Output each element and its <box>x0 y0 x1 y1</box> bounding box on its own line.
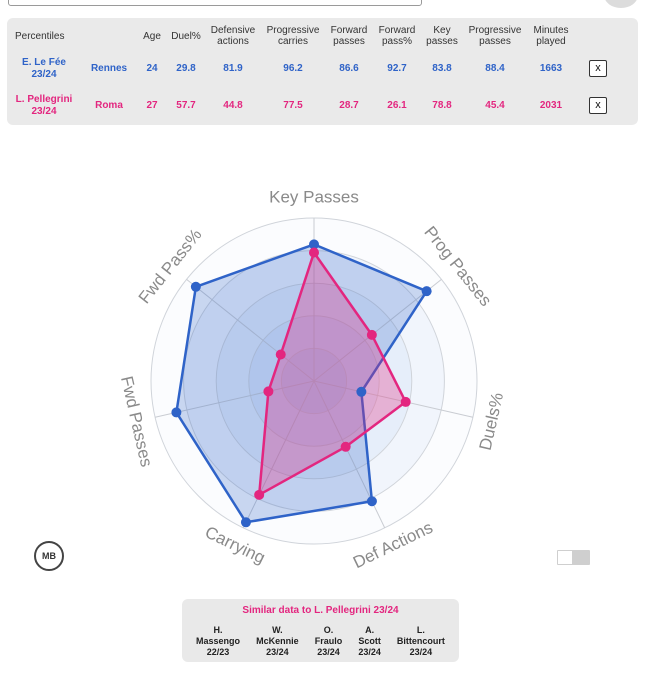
forward-pass-pct-value: 92.7 <box>387 62 407 74</box>
similar-player-season: 23/24 <box>358 647 381 657</box>
forward-passes-value: 28.7 <box>339 99 359 111</box>
data-point <box>356 386 367 397</box>
axis-label: Key Passes <box>269 187 359 206</box>
axis-label: Fwd Passes <box>117 374 156 469</box>
radar-spoke <box>313 380 474 418</box>
team-name: Rennes <box>90 62 128 74</box>
percentiles-table-panel: Percentiles Age Duel% Defensive actions … <box>7 18 638 125</box>
similar-player-item[interactable]: H. Massengo 22/23 <box>196 625 240 658</box>
header-key-passes: Key passes <box>426 25 458 47</box>
radar-spoke <box>154 380 315 418</box>
header-percentiles: Percentiles <box>15 30 65 42</box>
percentiles-table: Percentiles Age Duel% Defensive actions … <box>7 22 621 124</box>
logo: MB <box>34 541 64 571</box>
header-duel: Duel% <box>171 30 201 42</box>
header-forward-pass-pct: Forward pass% <box>378 25 416 47</box>
toggle-knob <box>558 551 572 564</box>
similar-player-item[interactable]: O. Fraulo 23/24 <box>315 625 343 658</box>
series-area <box>175 243 428 524</box>
similar-player-initial: O. <box>323 625 334 635</box>
similar-player-season: 23/24 <box>317 647 340 657</box>
similar-player-season: 22/23 <box>206 647 230 657</box>
age-value: 24 <box>146 62 158 74</box>
menu-button[interactable] <box>604 0 638 8</box>
data-point <box>275 349 286 360</box>
series-area <box>257 251 407 497</box>
remove-cell: x <box>575 50 621 87</box>
data-point <box>190 281 201 292</box>
similar-player-name: Massengo <box>196 636 241 646</box>
axis-label: Duels% <box>476 391 508 452</box>
similar-list: H. Massengo 22/23 W. McKennie 23/24 O. F… <box>182 625 459 658</box>
similar-title: Similar data to L. Pellegrini 23/24 <box>242 605 399 616</box>
radar-spoke <box>186 278 315 382</box>
header-forward-passes: Forward passes <box>330 25 368 47</box>
player-name: E. Le Fée 23/24 <box>22 56 66 80</box>
similar-player-item[interactable]: L. Bittencourt 23/24 <box>397 625 445 658</box>
header-actions <box>575 22 621 50</box>
header-age: Age <box>143 30 161 42</box>
age-value: 27 <box>146 99 158 111</box>
similar-player-name: Fraulo <box>314 636 343 646</box>
progressive-passes-value: 45.4 <box>485 99 505 111</box>
radar-spoke <box>313 278 442 382</box>
similar-players-panel: Similar data to L. Pellegrini 23/24 H. M… <box>182 599 459 662</box>
progressive-passes-value: 88.4 <box>485 62 505 74</box>
view-toggle[interactable] <box>557 550 590 565</box>
data-point <box>366 329 377 340</box>
minutes-value: 2031 <box>539 99 563 111</box>
data-point <box>309 247 319 258</box>
data-point <box>400 396 411 407</box>
defensive-actions-value: 44.8 <box>223 99 243 111</box>
data-point <box>171 407 182 418</box>
forward-passes-value: 86.6 <box>339 62 359 74</box>
team-name: Roma <box>95 99 123 111</box>
duel-value: 29.8 <box>176 62 196 74</box>
similar-player-initial: W. <box>272 625 283 635</box>
similar-player-item[interactable]: A. Scott 23/24 <box>358 625 381 658</box>
similar-player-initial: A. <box>365 625 375 635</box>
header-defensive-actions: Defensive actions <box>210 25 256 47</box>
header-progressive-carries: Progressive carries <box>266 25 320 47</box>
key-passes-value: 83.8 <box>432 62 452 74</box>
header-progressive-passes: Progressive passes <box>468 25 522 47</box>
data-point <box>340 441 351 452</box>
remove-player-button[interactable]: x <box>589 60 607 77</box>
remove-player-button[interactable]: x <box>589 97 607 114</box>
progressive-carries-value: 96.2 <box>283 62 303 74</box>
similar-player-name: McKennie <box>256 636 299 646</box>
defensive-actions-value: 81.9 <box>223 62 243 74</box>
table-row: L. Pellegrini 23/24 Roma 27 57.7 44.8 77… <box>7 87 621 124</box>
similar-player-initial: H. <box>213 625 223 635</box>
similar-player-season: 23/24 <box>266 647 289 657</box>
similar-player-item[interactable]: W. McKennie 23/24 <box>256 625 299 658</box>
data-point <box>240 517 251 528</box>
data-point <box>421 286 432 297</box>
header-minutes-played: Minutes played <box>533 25 569 47</box>
data-point <box>254 489 265 500</box>
similar-player-season: 23/24 <box>409 647 433 657</box>
header-team <box>81 22 137 50</box>
table-header-row: Percentiles Age Duel% Defensive actions … <box>7 22 621 50</box>
key-passes-value: 78.8 <box>432 99 452 111</box>
progressive-carries-value: 77.5 <box>283 99 303 111</box>
similar-player-initial: L. <box>416 625 425 635</box>
similar-player-name: Bittencourt <box>396 636 445 646</box>
logo-text: MB <box>42 551 56 561</box>
similar-player-name: Scott <box>358 636 381 646</box>
radar-spoke <box>242 380 315 529</box>
remove-cell: x <box>575 87 621 124</box>
table-row: E. Le Fée 23/24 Rennes 24 29.8 81.9 96.2… <box>7 50 621 87</box>
data-point <box>263 386 274 397</box>
data-point <box>366 496 377 507</box>
duel-value: 57.7 <box>176 99 196 111</box>
player-name: L. Pellegrini 23/24 <box>15 93 73 117</box>
data-point <box>309 239 319 250</box>
forward-pass-pct-value: 26.1 <box>387 99 407 111</box>
minutes-value: 1663 <box>539 62 563 74</box>
search-input[interactable] <box>8 0 422 6</box>
